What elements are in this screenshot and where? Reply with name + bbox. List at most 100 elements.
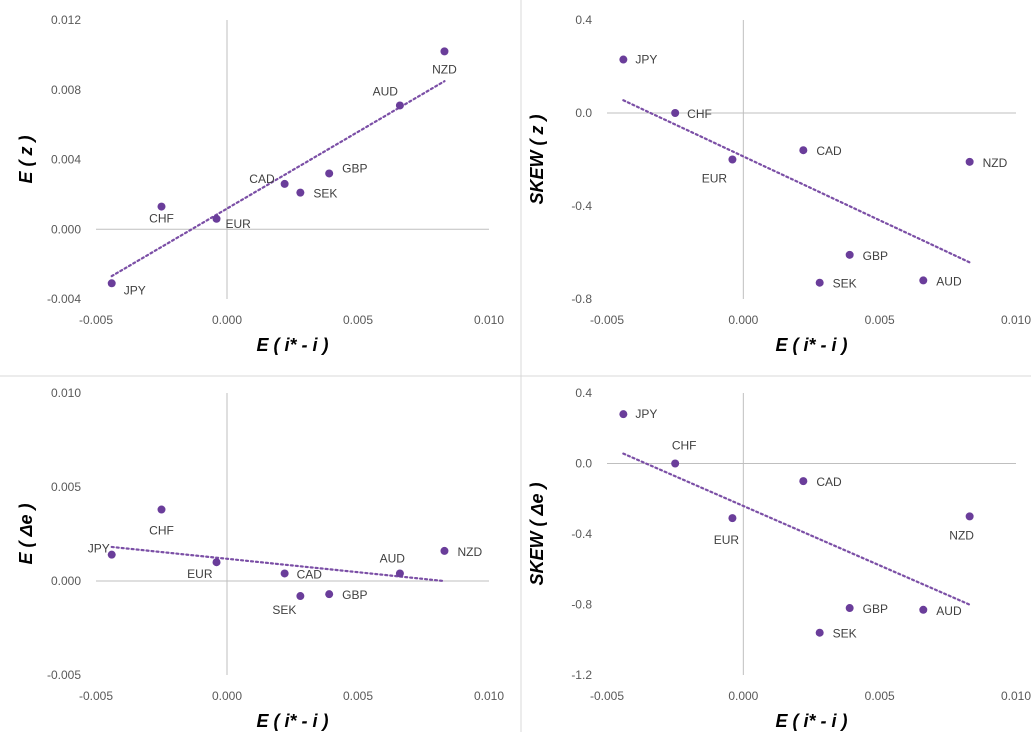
- point-label-gbp: GBP: [342, 588, 367, 602]
- x-tick-label: 0.005: [343, 689, 373, 703]
- point-label-cad: CAD: [816, 144, 842, 158]
- y-axis-title: E ( z ): [16, 135, 36, 183]
- point-label-eur: EUR: [702, 172, 728, 186]
- data-point-jpy: [107, 550, 116, 559]
- y-tick-label: -0.4: [571, 527, 592, 541]
- data-point-nzd: [440, 47, 449, 56]
- y-tick-label: 0.008: [51, 83, 81, 97]
- data-point-aud: [919, 276, 928, 285]
- point-label-nzd: NZD: [983, 156, 1008, 170]
- point-label-eur: EUR: [226, 217, 252, 231]
- y-tick-label: -0.8: [571, 292, 592, 306]
- x-tick-label: 0.005: [343, 313, 373, 327]
- point-label-nzd: NZD: [432, 62, 457, 76]
- data-point-cad: [280, 179, 289, 188]
- data-point-gbp: [845, 250, 854, 259]
- data-point-jpy: [619, 410, 628, 419]
- x-tick-label: -0.005: [590, 689, 624, 703]
- data-point-chf: [157, 505, 166, 514]
- y-axis-title: SKEW ( z ): [527, 115, 547, 205]
- data-point-aud: [919, 605, 928, 614]
- point-label-aud: AUD: [936, 604, 962, 618]
- data-point-nzd: [440, 546, 449, 555]
- trendline: [110, 545, 446, 583]
- y-tick-label: -0.4: [571, 199, 592, 213]
- y-tick-label: -0.005: [47, 668, 81, 682]
- y-tick-label: 0.010: [51, 386, 81, 400]
- trendline: [622, 452, 971, 606]
- y-tick-label: 0.0: [575, 106, 592, 120]
- y-tick-label: 0.4: [575, 386, 592, 400]
- point-label-chf: CHF: [149, 524, 174, 538]
- point-label-cad: CAD: [816, 475, 842, 489]
- data-point-gbp: [845, 604, 854, 613]
- point-label-chf: CHF: [672, 439, 697, 453]
- point-label-cad: CAD: [249, 172, 275, 186]
- point-label-eur: EUR: [187, 567, 213, 581]
- x-tick-label: 0.005: [865, 313, 895, 327]
- y-tick-label: 0.0: [575, 457, 592, 471]
- data-point-eur: [728, 514, 737, 523]
- point-label-nzd: NZD: [457, 545, 482, 559]
- y-axis-title: SKEW ( Δe ): [527, 482, 547, 585]
- x-tick-label: 0.000: [728, 313, 758, 327]
- x-axis-title: E ( i* - i ): [776, 711, 848, 731]
- x-axis-title: E ( i* - i ): [257, 711, 329, 731]
- y-tick-label: -1.2: [571, 668, 592, 682]
- x-axis-title: E ( i* - i ): [776, 335, 848, 355]
- x-tick-label: -0.005: [590, 313, 624, 327]
- point-label-jpy: JPY: [635, 53, 657, 67]
- data-point-nzd: [965, 512, 974, 521]
- point-label-chf: CHF: [687, 107, 712, 121]
- data-point-cad: [799, 477, 808, 486]
- y-tick-label: 0.000: [51, 574, 81, 588]
- point-label-gbp: GBP: [863, 249, 888, 263]
- point-label-chf: CHF: [149, 212, 174, 226]
- data-point-aud: [395, 569, 404, 578]
- x-tick-label: 0.010: [474, 689, 504, 703]
- y-tick-label: 0.012: [51, 13, 81, 27]
- data-point-sek: [815, 278, 824, 287]
- data-point-eur: [728, 155, 737, 164]
- data-point-cad: [799, 146, 808, 155]
- trendline: [622, 99, 971, 264]
- y-tick-label: 0.004: [51, 153, 81, 167]
- y-tick-label: -0.004: [47, 292, 81, 306]
- point-label-aud: AUD: [936, 274, 962, 288]
- data-point-eur: [212, 558, 221, 567]
- x-tick-label: 0.005: [865, 689, 895, 703]
- trendline: [110, 80, 446, 278]
- point-label-sek: SEK: [313, 187, 337, 201]
- x-tick-label: 0.000: [212, 313, 242, 327]
- x-tick-label: 0.010: [1001, 689, 1031, 703]
- y-axis-title: E ( Δe ): [16, 503, 36, 564]
- x-tick-label: -0.005: [79, 313, 113, 327]
- data-point-aud: [395, 101, 404, 110]
- point-label-aud: AUD: [380, 551, 406, 565]
- data-point-sek: [296, 188, 305, 197]
- point-label-sek: SEK: [272, 603, 296, 617]
- point-label-sek: SEK: [833, 627, 857, 641]
- data-point-eur: [212, 214, 221, 223]
- point-label-eur: EUR: [714, 533, 740, 547]
- x-tick-label: 0.000: [212, 689, 242, 703]
- data-point-gbp: [325, 169, 334, 178]
- x-tick-label: 0.000: [728, 689, 758, 703]
- data-point-chf: [671, 459, 680, 468]
- data-point-jpy: [619, 55, 628, 64]
- x-axis-title: E ( i* - i ): [257, 335, 329, 355]
- y-tick-label: 0.005: [51, 480, 81, 494]
- x-tick-label: 0.010: [1001, 313, 1031, 327]
- y-tick-label: -0.8: [571, 598, 592, 612]
- point-label-nzd: NZD: [949, 528, 974, 542]
- data-point-gbp: [325, 590, 334, 599]
- data-point-jpy: [107, 279, 116, 288]
- data-point-sek: [815, 628, 824, 637]
- y-tick-label: 0.000: [51, 222, 81, 236]
- data-point-chf: [671, 109, 680, 117]
- point-label-sek: SEK: [833, 277, 857, 291]
- data-point-chf: [157, 202, 166, 211]
- point-label-gbp: GBP: [342, 161, 367, 175]
- data-point-sek: [296, 592, 305, 601]
